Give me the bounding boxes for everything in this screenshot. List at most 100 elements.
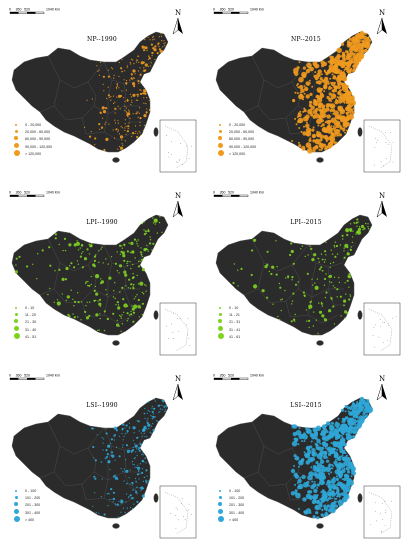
data-point [329, 493, 332, 496]
data-point [113, 290, 115, 292]
data-point [343, 299, 347, 303]
legend-symbol-icon [14, 136, 18, 141]
inset-island [382, 322, 384, 324]
data-point [140, 490, 142, 492]
legend-item: 60,000 - 90,000 [218, 136, 256, 143]
data-point [121, 432, 123, 435]
data-point [137, 111, 139, 113]
data-point [327, 480, 330, 483]
data-point [82, 251, 84, 253]
north-arrow-icon: N [172, 192, 183, 218]
legend-symbol-icon [15, 490, 17, 492]
inset-island [392, 317, 394, 319]
data-point [130, 73, 132, 75]
data-point [132, 113, 134, 115]
data-point [133, 488, 135, 490]
data-point [351, 468, 355, 472]
taiwan-island [357, 310, 363, 320]
data-point [319, 93, 325, 99]
data-point [304, 255, 306, 258]
data-point [296, 66, 300, 70]
data-point [341, 234, 344, 237]
data-point [152, 217, 154, 219]
inset-island [379, 512, 381, 514]
data-point [132, 77, 135, 79]
point-layer [14, 216, 163, 332]
legend-label: 0 - 100 [25, 489, 37, 493]
scale-label: 1040 Km [250, 374, 264, 378]
legend-symbol-icon [15, 307, 17, 309]
data-point [340, 64, 345, 69]
data-point [324, 145, 328, 150]
data-point [351, 472, 353, 475]
data-point [316, 97, 323, 103]
data-point [115, 128, 118, 131]
data-point [108, 276, 112, 280]
data-point [328, 281, 331, 283]
data-point [237, 269, 239, 271]
data-point [137, 116, 139, 118]
data-point [32, 263, 34, 265]
inset-island [380, 326, 381, 328]
data-point [306, 447, 311, 451]
inset-island [385, 509, 387, 511]
data-point [131, 101, 133, 103]
data-point [313, 432, 318, 438]
inset-island [170, 154, 172, 156]
data-point [120, 317, 123, 319]
data-point [308, 326, 310, 329]
data-point [356, 416, 359, 419]
data-point [337, 105, 342, 111]
data-point [318, 472, 323, 477]
data-point [306, 320, 308, 322]
data-point [341, 454, 344, 457]
data-point [126, 320, 129, 322]
data-point [120, 511, 122, 513]
scale-label: 260 [220, 374, 226, 378]
data-point [338, 129, 341, 132]
map-title: NP--2015 [291, 36, 321, 43]
map-canvas: 0 260 520 1040 Km N [9, 8, 197, 173]
data-point [114, 101, 116, 103]
data-point [138, 55, 140, 57]
data-point [114, 434, 116, 436]
scale-label: 520 [24, 374, 30, 378]
data-point [114, 107, 117, 110]
data-point [116, 96, 118, 98]
data-point [334, 255, 337, 258]
data-point [152, 36, 154, 38]
data-point [144, 46, 148, 50]
data-point [90, 130, 92, 133]
data-point [147, 250, 149, 252]
data-point [109, 442, 111, 445]
data-point [95, 511, 97, 514]
data-point [345, 463, 350, 467]
data-point [135, 112, 137, 115]
data-point [139, 92, 143, 96]
data-point [319, 77, 323, 81]
data-point [333, 130, 336, 133]
data-point [125, 89, 127, 91]
map-panel: 0 260 520 1040 Km N LSI--2015 0 - 100 101 - 200… [204, 366, 408, 549]
data-point [357, 425, 361, 429]
data-point [317, 102, 324, 108]
data-point [358, 415, 363, 420]
data-point [346, 252, 350, 256]
data-point [14, 270, 18, 274]
data-point [106, 453, 109, 456]
data-point [146, 419, 148, 421]
data-point [108, 493, 110, 495]
data-point [148, 99, 150, 102]
data-point [313, 496, 316, 499]
data-point [15, 264, 17, 266]
data-point [325, 483, 328, 486]
inset-island [374, 346, 376, 348]
data-point [135, 489, 137, 491]
data-point [338, 133, 342, 137]
data-point [355, 36, 360, 42]
province-boundary [327, 83, 344, 107]
data-point [332, 305, 335, 308]
data-point [95, 254, 97, 256]
data-point [137, 305, 141, 309]
data-point [147, 58, 149, 61]
